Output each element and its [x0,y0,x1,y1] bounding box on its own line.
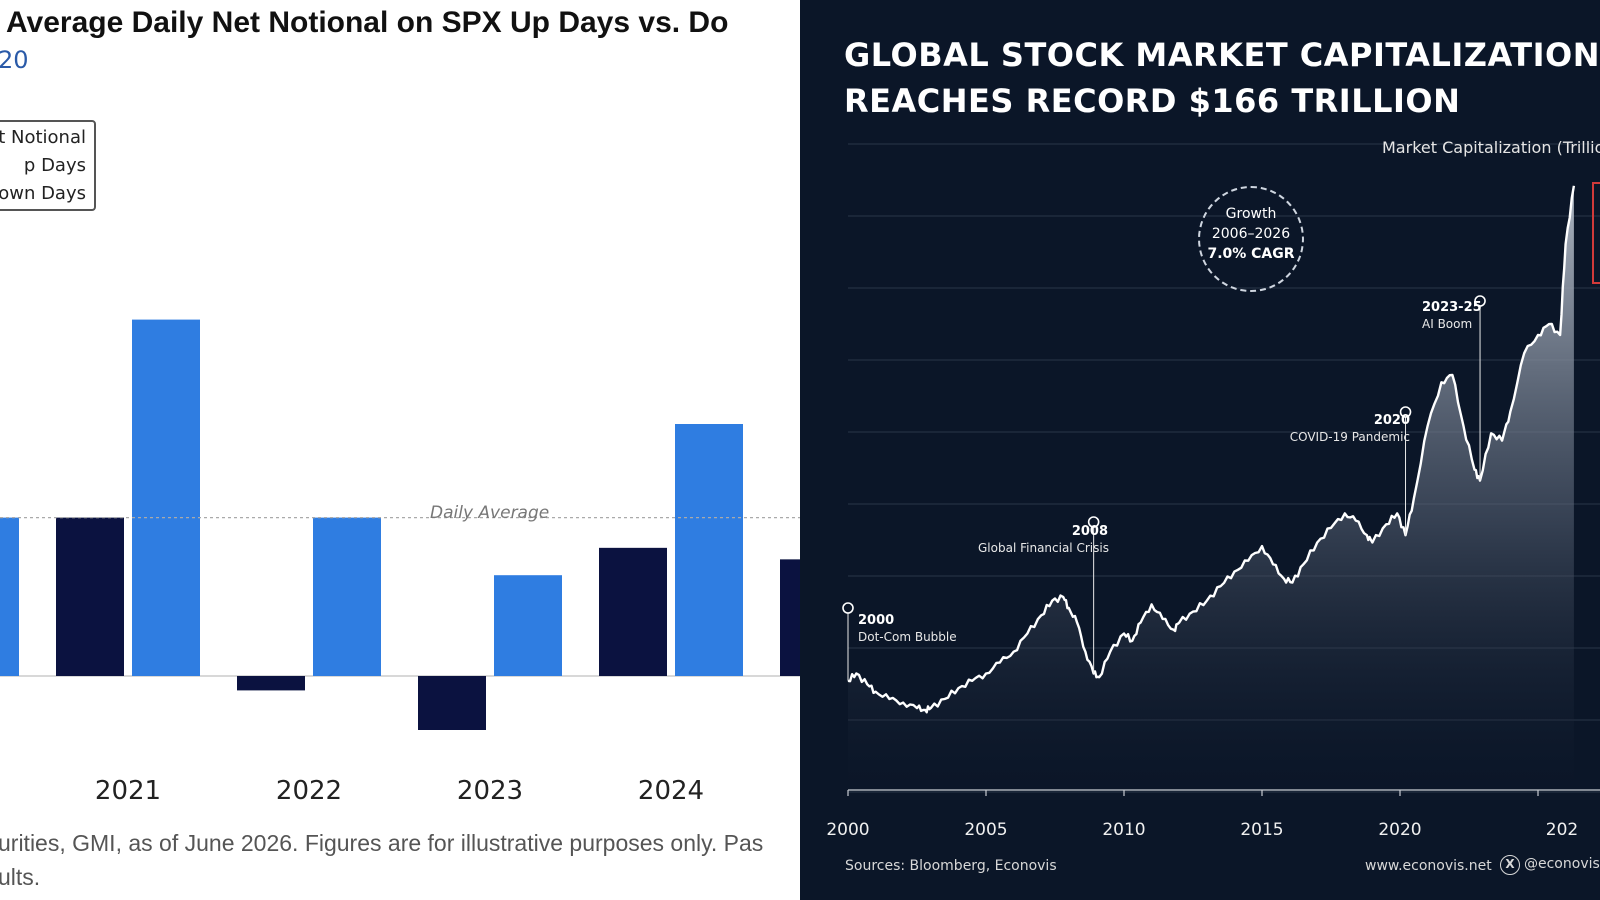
bar-2021-series-0 [56,517,124,676]
legend-item-down-days: own Days [0,183,86,204]
daily-average-label: Daily Average [430,503,550,523]
line-chart-canvas [842,143,1600,796]
title-line-1: GLOBAL STOCK MARKET CAPITALIZATION [844,36,1600,74]
right-line-chart-panel: GLOBAL STOCK MARKET CAPITALIZATION REACH… [800,0,1600,900]
annotation-2020: 2020 COVID-19 Pandemic [1280,413,1410,445]
legend-item-notional: t Notional [0,127,86,148]
bar-2022-series-0 [237,676,305,691]
annotation-2020-year: 2020 [1373,413,1410,428]
annotation-2008-marker [1087,516,1100,528]
year-label-2024: 2024 [637,776,705,806]
x-tick-2010: 2010 [1102,820,1146,840]
market-cap-title: GLOBAL STOCK MARKET CAPITALIZATION REACH… [844,32,1600,124]
record-highlight-box [1592,182,1600,284]
annotation-2000-year: 2000 [858,613,895,628]
bar-chart-legend: t Notional p Days own Days [0,120,96,211]
x-tick-2000: 2000 [826,820,870,840]
bar-chart-canvas [0,319,800,730]
x-tick-2025: 202 [1545,820,1579,840]
annotation-2020-event: COVID-19 Pandemic [1289,430,1410,444]
bar-2024-series-0 [599,547,667,676]
left-bar-chart-panel: Average Daily Net Notional on SPX Up Day… [0,6,800,894]
year-label-2022: 2022 [275,776,343,806]
growth-label: Growth [1225,206,1277,222]
annotation-ai-boom-event: AI Boom [1422,317,1473,331]
y-axis-label: Market Capitalization (Trillion U [1382,138,1600,157]
bar-2022-series-1 [313,517,381,676]
x-logo-icon: X [1500,855,1520,875]
title-line-2: REACHES RECORD $166 TRILLION [844,82,1461,120]
growth-cagr-badge: Growth 2006–2026 7.0% CAGR [1198,186,1304,292]
x-tick-2015: 2015 [1240,820,1284,840]
growth-cagr: 7.0% CAGR [1207,246,1295,262]
bar-chart-title: Average Daily Net Notional on SPX Up Day… [6,6,729,39]
bar-chart-subtitle: 20 [0,46,29,74]
bar-2023-series-1 [494,575,562,676]
annotation-ai-boom: 2023-25 AI Boom [1422,300,1482,332]
annotation-2000: 2000 Dot-Com Bubble [858,613,957,645]
annotation-2008-event: Global Financial Crisis [978,541,1109,555]
growth-period: 2006–2026 [1211,226,1291,242]
x-tick-2005: 2005 [964,820,1008,840]
annotation-2000-event: Dot-Com Bubble [858,630,957,644]
annotation-2020-marker [1399,406,1412,418]
footnote-line-1: urities, GMI, as of June 2026. Figures a… [0,830,764,856]
market-cap-area [848,185,1574,791]
annotation-ai-boom-marker [1474,295,1486,307]
footnote-line-2: ults. [0,864,41,890]
annotation-2000-marker [842,602,854,614]
legend-item-up-days: p Days [23,155,86,176]
year-label-2023: 2023 [456,776,524,806]
social-handle-text: @econovisua [1524,856,1600,872]
website-link[interactable]: www.econovis.net [1365,858,1492,874]
bar-chart-footnote: urities, GMI, as of June 2026. Figures a… [0,826,798,894]
market-cap-line [847,185,1576,714]
year-label-2021: 2021 [94,776,162,806]
bar-2020-series-1 [0,517,19,676]
bar-2023-series-0 [418,676,486,730]
bar-2025-series-0 [780,559,800,676]
annotation-ai-boom-year: 2023-25 [1422,300,1482,315]
bar-2024-series-1 [675,424,743,676]
annotation-2008: 2008 Global Financial Crisis [978,524,1109,556]
social-handle[interactable]: X@econovisua [1500,855,1600,875]
sources-note: Sources: Bloomberg, Econovis [845,858,1057,874]
x-tick-2020: 2020 [1378,820,1422,840]
annotation-2008-year: 2008 [1071,524,1108,539]
bar-2021-series-1 [132,319,200,676]
